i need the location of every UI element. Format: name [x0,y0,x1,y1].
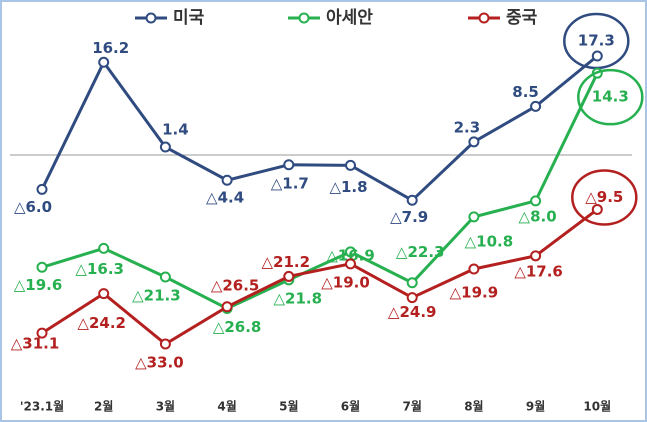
point [406,194,418,206]
point [345,159,356,171]
point [159,338,171,350]
point [36,261,48,273]
x-tick-label: 5월 [279,399,298,414]
series-line [40,54,599,203]
value-label: △19.9 [450,283,499,301]
value-label: △33.0 [135,354,184,372]
value-label: △4.4 [206,189,244,207]
point [283,270,295,282]
value-label: △10.8 [465,232,514,250]
value-label: △1.7 [271,174,309,192]
x-tick-label: 3월 [156,399,175,414]
value-label: △24.2 [77,314,126,332]
point [468,211,480,223]
x-tick-label: 2월 [94,399,113,414]
point [530,250,542,262]
value-label: △7.9 [390,208,428,226]
value-label: 1.4 [162,121,189,139]
x-tick-label: 7월 [403,399,422,414]
value-label: 14.3 [592,88,629,106]
point [406,277,418,289]
point [345,258,356,270]
value-label: △21.2 [262,253,311,271]
value-label: 8.5 [512,83,539,101]
point [283,159,295,171]
point [36,327,48,339]
legend-label: 아세안 [326,8,373,28]
legend-label: 중국 [506,8,538,28]
point [159,141,171,153]
value-label: △24.9 [388,303,437,321]
point [345,246,356,258]
value-label: △26.5 [211,276,260,294]
point [36,183,48,195]
legend-marker [145,12,157,24]
value-label: △9.5 [585,188,623,206]
value-label: △19.6 [14,276,63,294]
highlight-ring [577,68,644,126]
legend-marker [298,12,310,24]
x-tick-label: 9월 [526,399,545,414]
point [221,174,233,186]
value-label: 2.3 [454,118,481,136]
x-tick-label: '23.1월 [20,399,64,414]
value-label: △19.0 [321,273,370,291]
value-label: 17.3 [578,32,615,50]
point [468,136,480,148]
highlight-ring [571,169,638,226]
x-tick-label: 10월 [583,399,611,414]
point [468,263,480,275]
point [98,288,110,300]
legend-label: 미국 [173,8,205,28]
series-line [41,208,599,346]
point [98,56,110,68]
point [98,242,110,254]
point [406,292,418,304]
series-line [41,72,599,311]
value-label: △22.3 [396,243,445,261]
point [530,100,542,112]
value-label: △6.0 [14,198,52,216]
x-tick-label: 8월 [464,399,483,414]
point [591,50,603,62]
point [221,301,233,313]
value-label: △8.0 [519,207,557,225]
legend-marker [478,12,490,24]
point [159,271,171,283]
x-tick-label: 4월 [217,399,236,414]
x-tick-label: 6월 [341,399,360,414]
value-label: △1.8 [329,178,367,196]
value-label: 16.2 [92,39,129,57]
value-label: △17.6 [514,262,563,280]
value-label: △21.8 [274,289,323,307]
point [591,203,603,215]
value-label: △26.8 [213,318,262,336]
point [530,195,542,207]
value-label: △31.1 [11,335,60,353]
value-label: △16.3 [75,260,124,278]
value-label: △16.9 [326,246,375,264]
value-label: △21.3 [132,287,181,305]
